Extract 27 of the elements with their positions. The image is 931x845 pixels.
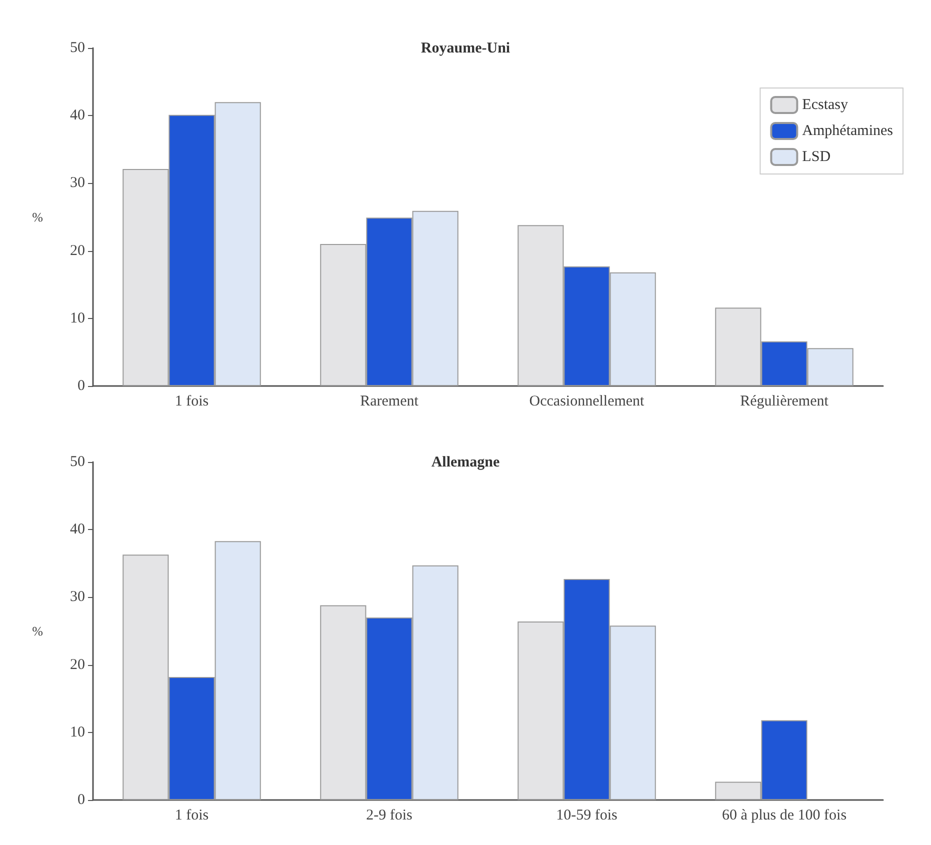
x-tick-label: 1 fois [174, 808, 209, 824]
y-tick-label: 50 [70, 40, 85, 56]
legend-label: Ecstasy [802, 97, 849, 113]
y-tick-label: 0 [78, 378, 85, 394]
chart-title: Allemagne [431, 454, 500, 470]
x-tick-label: 2-9 fois [366, 808, 413, 824]
y-axis-title: % [32, 624, 44, 638]
x-tick-label: Régulièrement [740, 394, 830, 410]
y-tick-label: 40 [70, 108, 85, 124]
y-axis-title: % [32, 210, 44, 224]
y-tick-label: 30 [70, 175, 85, 192]
chart-title: Royaume-Uni [420, 40, 510, 56]
legend-label: LSD [802, 149, 831, 165]
y-tick-label: 20 [70, 242, 85, 259]
y-tick-label: 10 [70, 724, 85, 740]
y-tick-label: 10 [70, 310, 85, 326]
x-tick-label: Rarement [360, 394, 420, 410]
x-tick-label: 1 fois [174, 394, 209, 410]
y-tick-label: 50 [70, 454, 85, 470]
x-tick-label: 60 à plus de 100 fois [722, 808, 847, 824]
y-tick-label: 0 [78, 792, 85, 808]
legend-label: Amphétamines [802, 123, 894, 139]
y-tick-label: 20 [70, 656, 85, 673]
y-tick-label: 40 [70, 522, 85, 538]
y-tick-label: 30 [70, 589, 85, 606]
x-tick-label: 10-59 fois [556, 808, 618, 824]
x-tick-label: Occasionnellement [529, 394, 646, 410]
